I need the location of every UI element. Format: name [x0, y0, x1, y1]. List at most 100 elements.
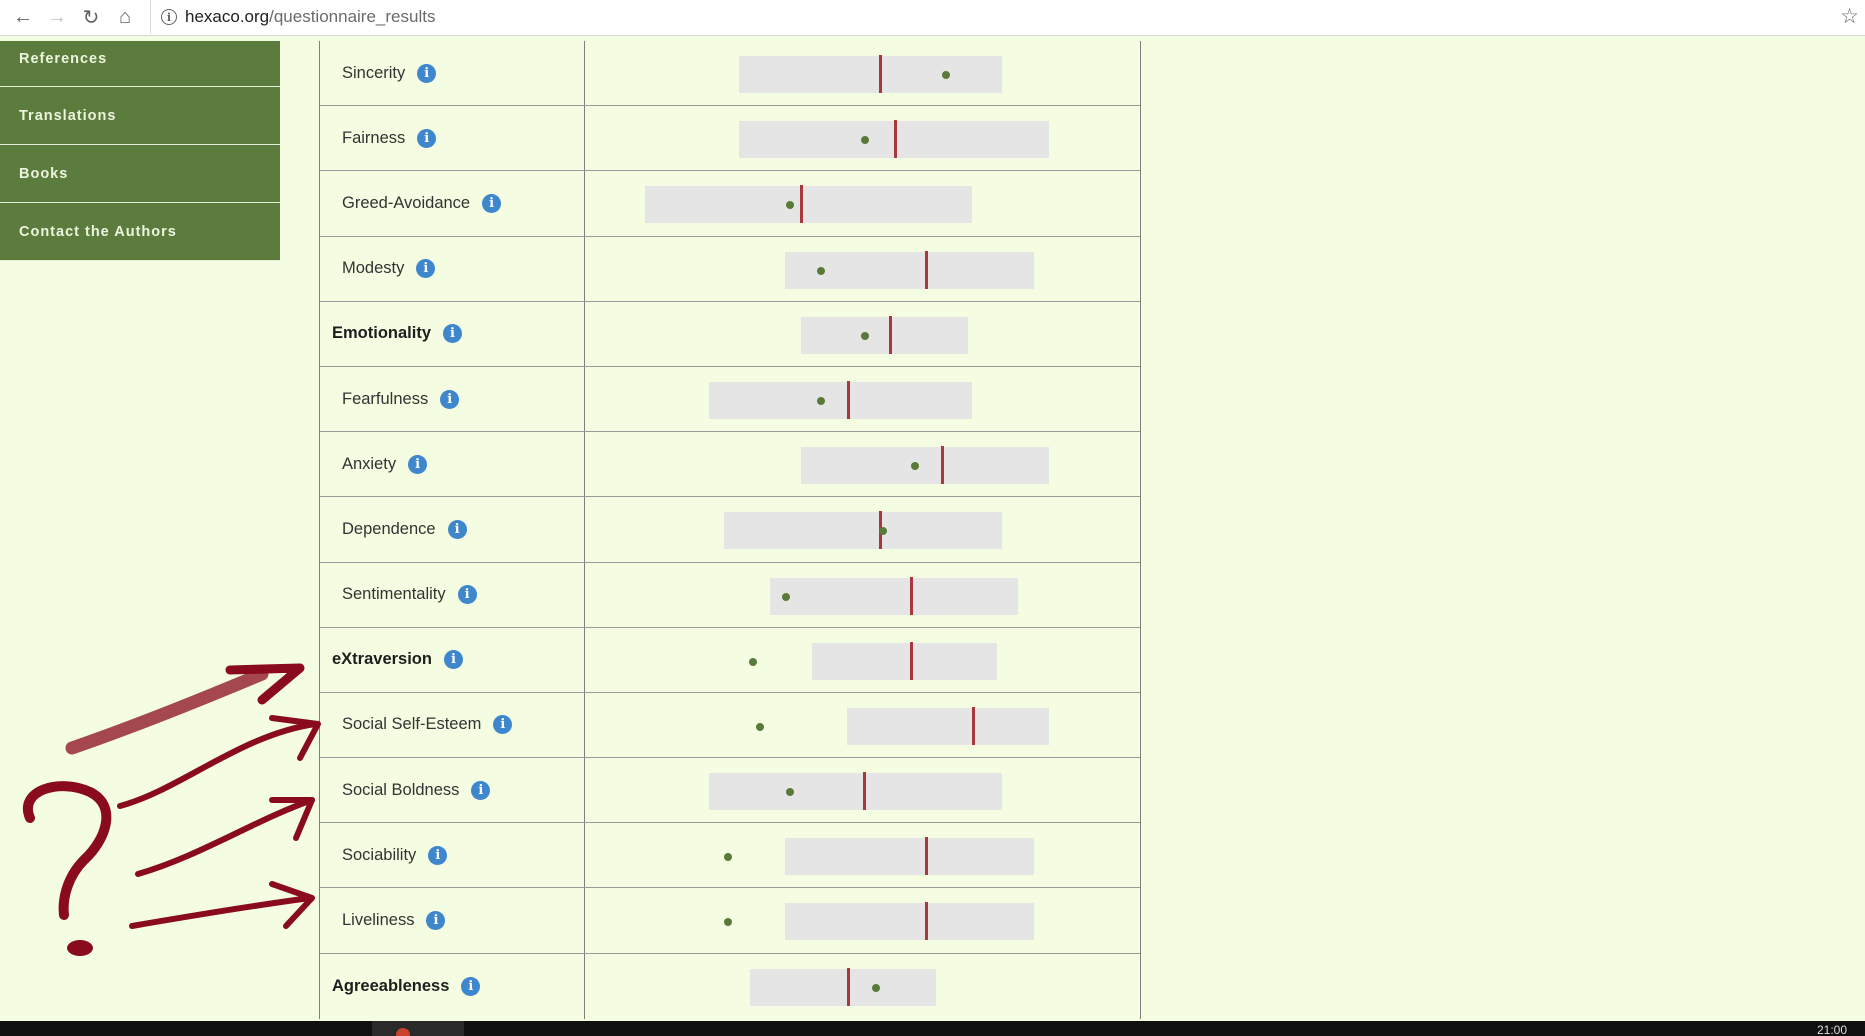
- result-row: Sincerity i: [320, 41, 1140, 107]
- norm-range-bar: [750, 968, 937, 1006]
- annotation-arrow: [117, 721, 318, 809]
- reload-icon[interactable]: ↻: [82, 7, 100, 29]
- median-marker: [924, 250, 928, 289]
- sidebar-item-references[interactable]: References: [0, 41, 280, 87]
- info-icon[interactable]: i: [428, 845, 448, 865]
- score-dot: [910, 462, 919, 471]
- trait-label-cell: Sociability i: [320, 823, 585, 888]
- annotation-question-mark: [23, 781, 112, 920]
- median-marker: [909, 576, 913, 615]
- trait-label-cell: Fearfulness i: [320, 366, 585, 432]
- median-marker: [909, 641, 913, 680]
- norm-range-bar: [738, 121, 1049, 159]
- norm-range-bar: [738, 56, 1002, 93]
- annotation-arrowhead: [225, 663, 305, 705]
- facet-label: Dependence: [342, 519, 436, 538]
- bookmark-star-icon[interactable]: ☆: [1840, 5, 1859, 28]
- taskbar-chrome-button[interactable]: [372, 1021, 464, 1036]
- sidebar-item-books[interactable]: Books: [0, 145, 280, 203]
- info-icon[interactable]: i: [443, 324, 463, 344]
- score-dot: [817, 396, 826, 405]
- norm-range-bar: [801, 447, 1049, 485]
- back-arrow-icon[interactable]: ←: [13, 6, 33, 28]
- median-marker: [888, 315, 892, 354]
- norm-range-bar: [812, 642, 998, 680]
- info-icon[interactable]: i: [461, 976, 481, 996]
- score-dot: [860, 331, 869, 340]
- norm-range-bar: [784, 903, 1034, 941]
- facet-label: Anxiety: [342, 454, 397, 473]
- norm-range-bar: [644, 186, 972, 224]
- score-dot: [756, 722, 765, 731]
- facet-label: Fairness: [342, 128, 406, 147]
- url-host: hexaco.org: [185, 7, 270, 26]
- score-dot: [941, 71, 950, 79]
- info-icon[interactable]: i: [457, 585, 477, 605]
- info-icon[interactable]: i: [417, 128, 437, 148]
- domain-label: Agreeableness: [332, 976, 450, 995]
- trait-label-cell: Dependence i: [320, 497, 585, 562]
- annotation-brush-arrow: [65, 667, 269, 755]
- trait-label-cell: Greed-Avoidance i: [320, 171, 585, 236]
- info-icon[interactable]: i: [443, 650, 463, 670]
- info-icon[interactable]: i: [471, 780, 491, 800]
- info-icon[interactable]: i: [416, 259, 436, 279]
- score-dot: [817, 266, 826, 275]
- info-icon[interactable]: i: [493, 715, 513, 735]
- info-icon[interactable]: i: [417, 63, 437, 83]
- result-row: Sociability i: [320, 823, 1140, 889]
- site-info-icon[interactable]: i: [161, 9, 177, 25]
- info-icon[interactable]: i: [426, 911, 446, 931]
- facet-label: Sincerity: [342, 63, 406, 82]
- trait-label-cell: eXtraversion i: [320, 627, 585, 692]
- result-row: Fearfulness i: [320, 366, 1140, 433]
- info-icon[interactable]: i: [447, 519, 467, 539]
- score-dot: [748, 657, 757, 666]
- info-icon[interactable]: i: [440, 389, 460, 409]
- median-marker: [924, 837, 928, 876]
- result-row: eXtraversion i: [320, 627, 1140, 693]
- median-marker: [971, 706, 975, 745]
- result-row: Sentimentality i: [320, 562, 1140, 628]
- norm-range-bar: [708, 773, 1002, 811]
- score-dot: [786, 788, 795, 797]
- median-marker: [941, 446, 945, 485]
- norm-range-bar: [708, 381, 972, 419]
- sidebar-item-contact-authors[interactable]: Contact the Authors: [0, 203, 280, 261]
- home-icon[interactable]: ⌂: [118, 6, 132, 28]
- result-row: Liveliness i: [320, 888, 1140, 954]
- median-marker: [924, 902, 928, 941]
- median-marker: [862, 772, 866, 811]
- annotation-question-dot: [67, 940, 93, 956]
- os-taskbar: [0, 1021, 1865, 1036]
- norm-range-bar: [846, 707, 1049, 745]
- address-bar[interactable]: i hexaco.org/questionnaire_results ☆: [150, 0, 1865, 34]
- median-marker: [847, 380, 850, 419]
- annotation-arrowhead: [269, 881, 315, 929]
- score-dot: [786, 201, 795, 210]
- result-row: Anxiety i: [320, 432, 1140, 498]
- result-row: Greed-Avoidance i: [320, 171, 1140, 237]
- forward-arrow-icon[interactable]: →: [47, 6, 67, 28]
- median-marker: [878, 55, 882, 93]
- score-dot: [879, 527, 888, 536]
- info-icon[interactable]: i: [482, 193, 502, 213]
- trait-label-cell: Social Self-Esteem i: [320, 692, 585, 758]
- norm-range-bar: [723, 512, 1002, 550]
- trait-label-cell: Emotionality i: [320, 301, 585, 366]
- domain-label: eXtraversion: [332, 650, 432, 669]
- sidebar-item-translations[interactable]: Translations: [0, 87, 280, 145]
- trait-label-cell: Liveliness i: [320, 888, 585, 953]
- result-row: Social Boldness i: [320, 758, 1140, 824]
- median-marker: [894, 120, 898, 159]
- median-marker: [800, 185, 804, 224]
- facet-label: Sociability: [342, 845, 417, 864]
- info-icon[interactable]: i: [408, 454, 428, 474]
- score-dot: [724, 918, 733, 927]
- score-dot: [861, 136, 870, 145]
- facet-label: Liveliness: [342, 911, 415, 930]
- trait-label-cell: Fairness i: [320, 106, 585, 171]
- facet-label: Sentimentality: [342, 585, 446, 604]
- annotation-arrowhead: [269, 797, 315, 841]
